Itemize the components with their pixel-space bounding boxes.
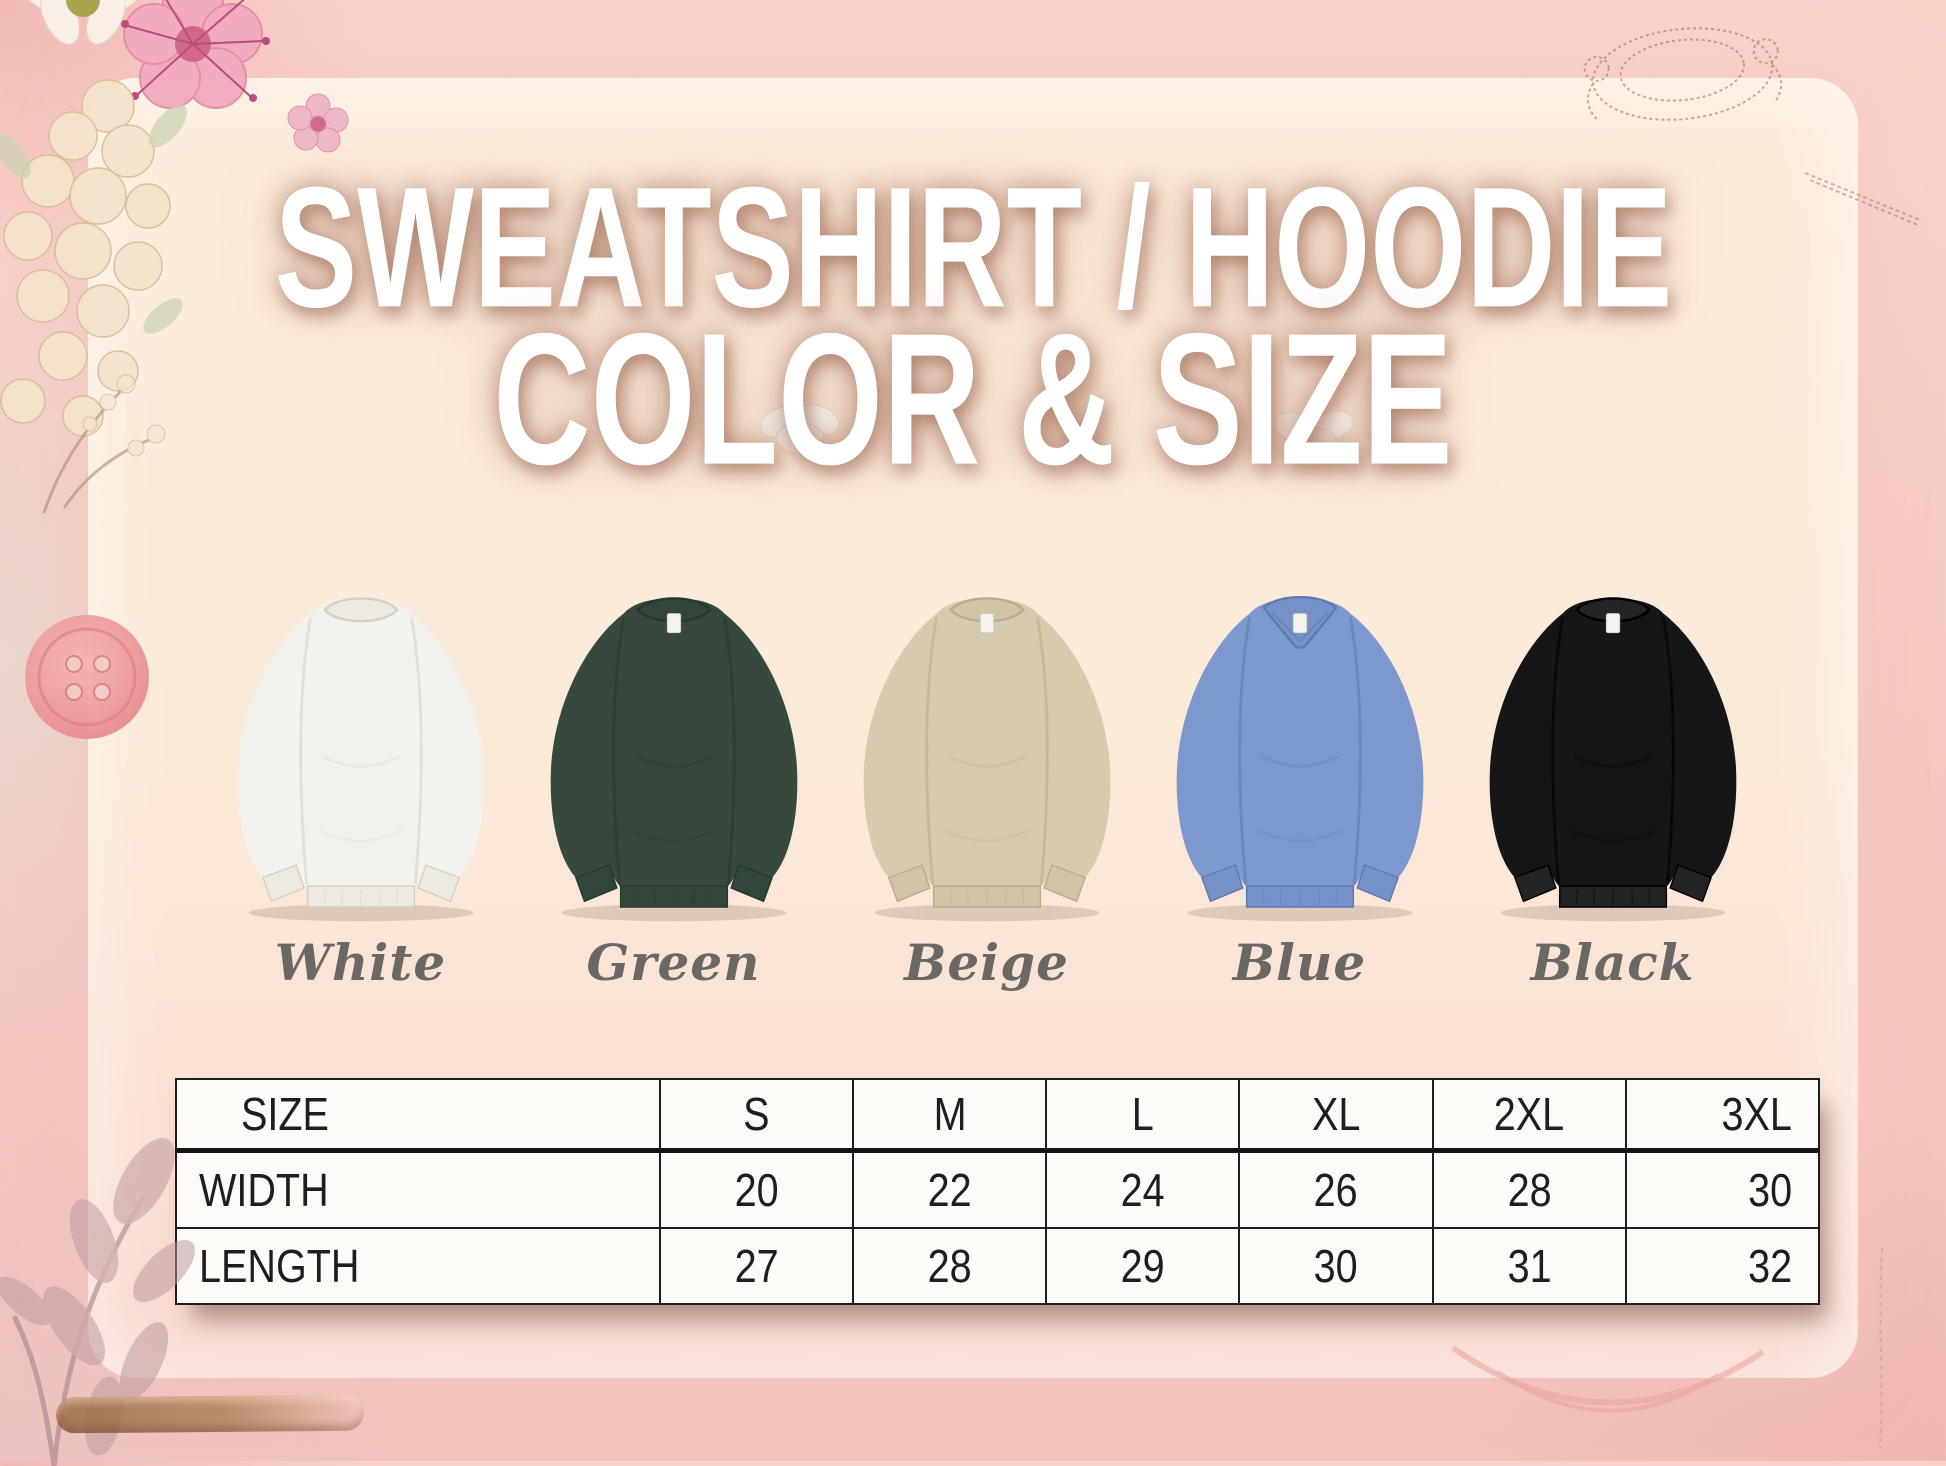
size-column-header-m: M bbox=[852, 1078, 1048, 1153]
page-title-line2: COLOR & SIZE bbox=[0, 292, 1946, 505]
color-label-white: White bbox=[274, 933, 447, 992]
cell-length-3xl: 32 bbox=[1624, 1227, 1821, 1305]
cell-length-s: 27 bbox=[658, 1227, 855, 1305]
edge-scratch-icon bbox=[1879, 1248, 1883, 1448]
header-row: SIZE S M L XL 2XL 3XL bbox=[175, 1078, 1821, 1153]
table-row-width: WIDTH 20 22 24 26 28 30 bbox=[175, 1149, 1821, 1229]
size-chart-table: SIZE S M L XL 2XL 3XL WIDTH 20 22 24 26 28 30 LENGTH 2… bbox=[175, 1078, 1821, 1305]
table-row-length: LENGTH 27 28 29 30 31 32 bbox=[175, 1227, 1821, 1305]
cell-width-3xl: 30 bbox=[1624, 1149, 1821, 1229]
size-chart-body: WIDTH 20 22 24 26 28 30 LENGTH 27 28 29 30 31 32 bbox=[175, 1149, 1821, 1305]
sweatshirt-image-beige bbox=[863, 597, 1110, 922]
color-label-black: Black bbox=[1530, 933, 1695, 992]
color-label-blue: Blue bbox=[1232, 933, 1367, 992]
color-option-white: White bbox=[204, 566, 517, 996]
sweatshirt-image-black bbox=[1489, 597, 1736, 922]
white-daisy bbox=[16, 0, 150, 45]
cell-length-m: 28 bbox=[852, 1227, 1048, 1305]
cell-length-2xl: 31 bbox=[1431, 1227, 1627, 1305]
size-chart-header: SIZE S M L XL 2XL 3XL bbox=[175, 1078, 1821, 1153]
sweatshirt-image-green bbox=[550, 597, 797, 922]
page-title-line2-text: COLOR & SIZE bbox=[493, 294, 1453, 505]
size-column-header-3xl: 3XL bbox=[1624, 1078, 1821, 1153]
cell-width-l: 24 bbox=[1045, 1149, 1241, 1229]
page-title-line1: SWEATSHIRT / HOODIE bbox=[0, 148, 1946, 344]
size-column-header-size: SIZE bbox=[175, 1078, 661, 1153]
color-label-green: Green bbox=[586, 933, 761, 992]
size-column-header-l: L bbox=[1045, 1078, 1241, 1153]
page-title-line1-text: SWEATSHIRT / HOODIE bbox=[274, 150, 1672, 344]
sweatshirt-image-blue bbox=[1176, 596, 1423, 922]
size-column-header-xl: XL bbox=[1238, 1078, 1434, 1153]
cell-length-xl: 30 bbox=[1238, 1227, 1434, 1305]
color-option-green: Green bbox=[517, 566, 830, 996]
cell-width-xl: 26 bbox=[1238, 1149, 1434, 1229]
color-options-row: White Green Beige Blu bbox=[204, 566, 1769, 996]
cell-width-s: 20 bbox=[658, 1149, 855, 1229]
size-column-header-2xl: 2XL bbox=[1431, 1078, 1627, 1153]
cell-width-2xl: 28 bbox=[1431, 1149, 1627, 1229]
row-header-length: LENGTH bbox=[175, 1227, 661, 1305]
size-chart-table-wrap: SIZE S M L XL 2XL 3XL WIDTH 20 22 24 26 28 30 LENGTH 2… bbox=[175, 1078, 1821, 1305]
color-option-black: Black bbox=[1456, 566, 1769, 996]
color-label-beige: Beige bbox=[904, 933, 1069, 992]
color-option-beige: Beige bbox=[830, 566, 1143, 996]
wood-stick-icon bbox=[55, 1394, 365, 1434]
size-column-header-s: S bbox=[658, 1078, 855, 1153]
row-header-width: WIDTH bbox=[175, 1149, 661, 1229]
cell-length-l: 29 bbox=[1045, 1227, 1241, 1305]
cell-width-m: 22 bbox=[852, 1149, 1048, 1229]
sweatshirt-image-white bbox=[237, 597, 484, 922]
color-option-blue: Blue bbox=[1143, 566, 1456, 996]
